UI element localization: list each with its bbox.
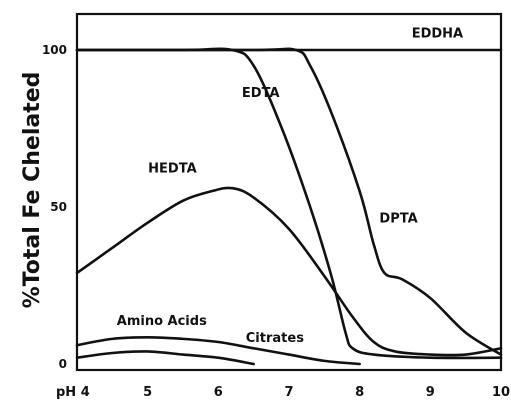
x-tick-label: 9 [426,385,435,400]
series-label-dpta: DPTA [379,212,417,227]
series-label-citrates: Citrates [246,331,304,346]
y-tick-label: 100 [42,43,67,57]
series-line-citrates [75,350,255,366]
y-axis-label: %Total Fe Chelated [20,72,45,309]
x-tick-label: 8 [355,385,364,400]
x-tick-labels: pH 4 5 6 7 8 9 10 [56,385,510,400]
series-label-eddha: EDDHA [412,26,463,41]
y-tick-label: 0 [59,357,67,371]
series-line-edta [75,47,503,360]
series-line-hedta [75,186,503,357]
series-line-amino-acids [75,336,361,366]
series-label-hedta: HEDTA [148,161,196,176]
y-tick-labels: 0 50 100 [42,43,67,371]
series-label-amino-acids: Amino Acids [117,314,207,329]
y-tick-label: 50 [50,200,67,214]
x-tick-label: 10 [492,385,510,400]
x-tick-label: 5 [143,385,152,400]
x-tick-label: pH 4 [56,385,90,400]
x-tick-label: 7 [284,385,293,400]
series-labels: EDDHA EDTA DPTA HEDTA Amino Acids Citrates [117,26,463,346]
series-line-dpta [75,47,503,356]
plot-frame [75,12,503,372]
series-curves [75,47,503,366]
series-label-edta: EDTA [242,86,280,101]
x-tick-label: 6 [214,385,223,400]
